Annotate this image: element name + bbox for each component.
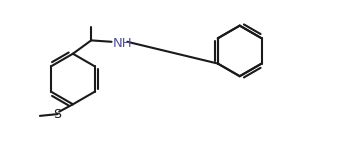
Text: NH: NH [113,37,132,50]
Text: S: S [53,108,61,121]
